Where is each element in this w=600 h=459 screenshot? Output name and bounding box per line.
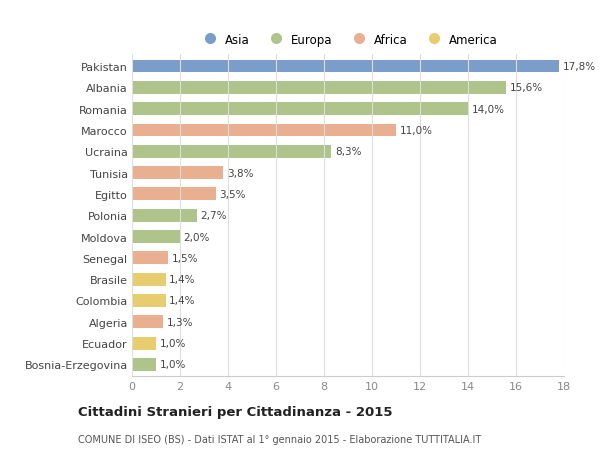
Text: 1,3%: 1,3%	[167, 317, 193, 327]
Bar	[132, 188, 216, 201]
Bar	[132, 124, 396, 137]
Bar	[132, 358, 156, 371]
Bar	[132, 230, 180, 243]
Text: Cittadini Stranieri per Cittadinanza - 2015: Cittadini Stranieri per Cittadinanza - 2…	[78, 405, 392, 419]
Text: 15,6%: 15,6%	[510, 83, 543, 93]
Text: 14,0%: 14,0%	[472, 104, 505, 114]
Bar	[132, 61, 559, 73]
Bar	[132, 209, 197, 222]
Text: 1,0%: 1,0%	[160, 360, 186, 369]
Bar	[132, 252, 168, 265]
Text: 8,3%: 8,3%	[335, 147, 361, 157]
Bar	[132, 146, 331, 158]
Text: 1,0%: 1,0%	[160, 338, 186, 348]
Bar	[132, 167, 223, 179]
Text: 1,4%: 1,4%	[169, 274, 196, 285]
Text: 1,4%: 1,4%	[169, 296, 196, 306]
Text: 3,8%: 3,8%	[227, 168, 253, 178]
Text: 2,0%: 2,0%	[184, 232, 210, 242]
Text: 3,5%: 3,5%	[220, 190, 246, 200]
Bar	[132, 103, 468, 116]
Legend: Asia, Europa, Africa, America: Asia, Europa, Africa, America	[193, 29, 503, 51]
Text: 17,8%: 17,8%	[563, 62, 596, 72]
Bar	[132, 295, 166, 307]
Text: 11,0%: 11,0%	[400, 126, 433, 135]
Text: 1,5%: 1,5%	[172, 253, 198, 263]
Bar	[132, 337, 156, 350]
Text: 2,7%: 2,7%	[200, 211, 227, 221]
Bar	[132, 316, 163, 329]
Text: COMUNE DI ISEO (BS) - Dati ISTAT al 1° gennaio 2015 - Elaborazione TUTTITALIA.IT: COMUNE DI ISEO (BS) - Dati ISTAT al 1° g…	[78, 434, 481, 443]
Bar	[132, 273, 166, 286]
Bar	[132, 82, 506, 95]
